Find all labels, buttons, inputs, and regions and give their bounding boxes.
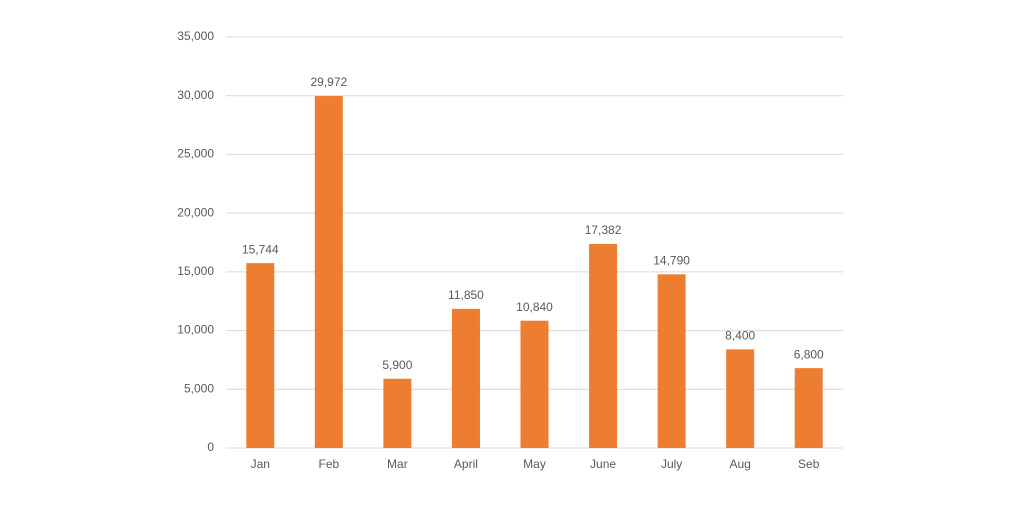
y-tick-label: 35,000 [177,29,214,43]
y-tick-label: 25,000 [177,147,214,161]
x-tick-label: Jan [251,457,270,471]
x-tick-label: May [523,457,546,471]
x-tick-label: April [454,457,478,471]
x-tick-label: Feb [318,457,339,471]
data-label: 8,400 [725,329,755,343]
bar [726,349,755,448]
bar [589,243,618,448]
bar [794,368,823,448]
data-label: 10,840 [516,300,553,314]
data-label: 11,850 [448,288,484,302]
bar [383,378,412,448]
y-tick-label: 10,000 [177,323,214,337]
x-tick-label: July [661,457,682,471]
data-label: 6,800 [794,347,824,361]
data-label: 14,790 [653,253,690,267]
y-tick-label: 15,000 [177,264,214,278]
y-tick-label: 5,000 [184,381,214,395]
x-tick-label: Seb [798,457,820,471]
bar [451,308,480,448]
bar [246,263,275,448]
data-label: 15,744 [242,242,279,256]
data-label: 5,900 [382,358,412,372]
x-tick-label: Aug [729,457,750,471]
bar [657,274,686,448]
bar [520,320,549,448]
y-tick-label: 30,000 [177,88,214,102]
x-tick-label: Mar [387,457,408,471]
y-tick-label: 20,000 [177,205,214,219]
data-label: 29,972 [310,75,347,89]
y-tick-label: 0 [207,440,214,454]
data-label: 17,382 [585,223,622,237]
x-tick-label: June [590,457,616,471]
bar [314,96,343,448]
